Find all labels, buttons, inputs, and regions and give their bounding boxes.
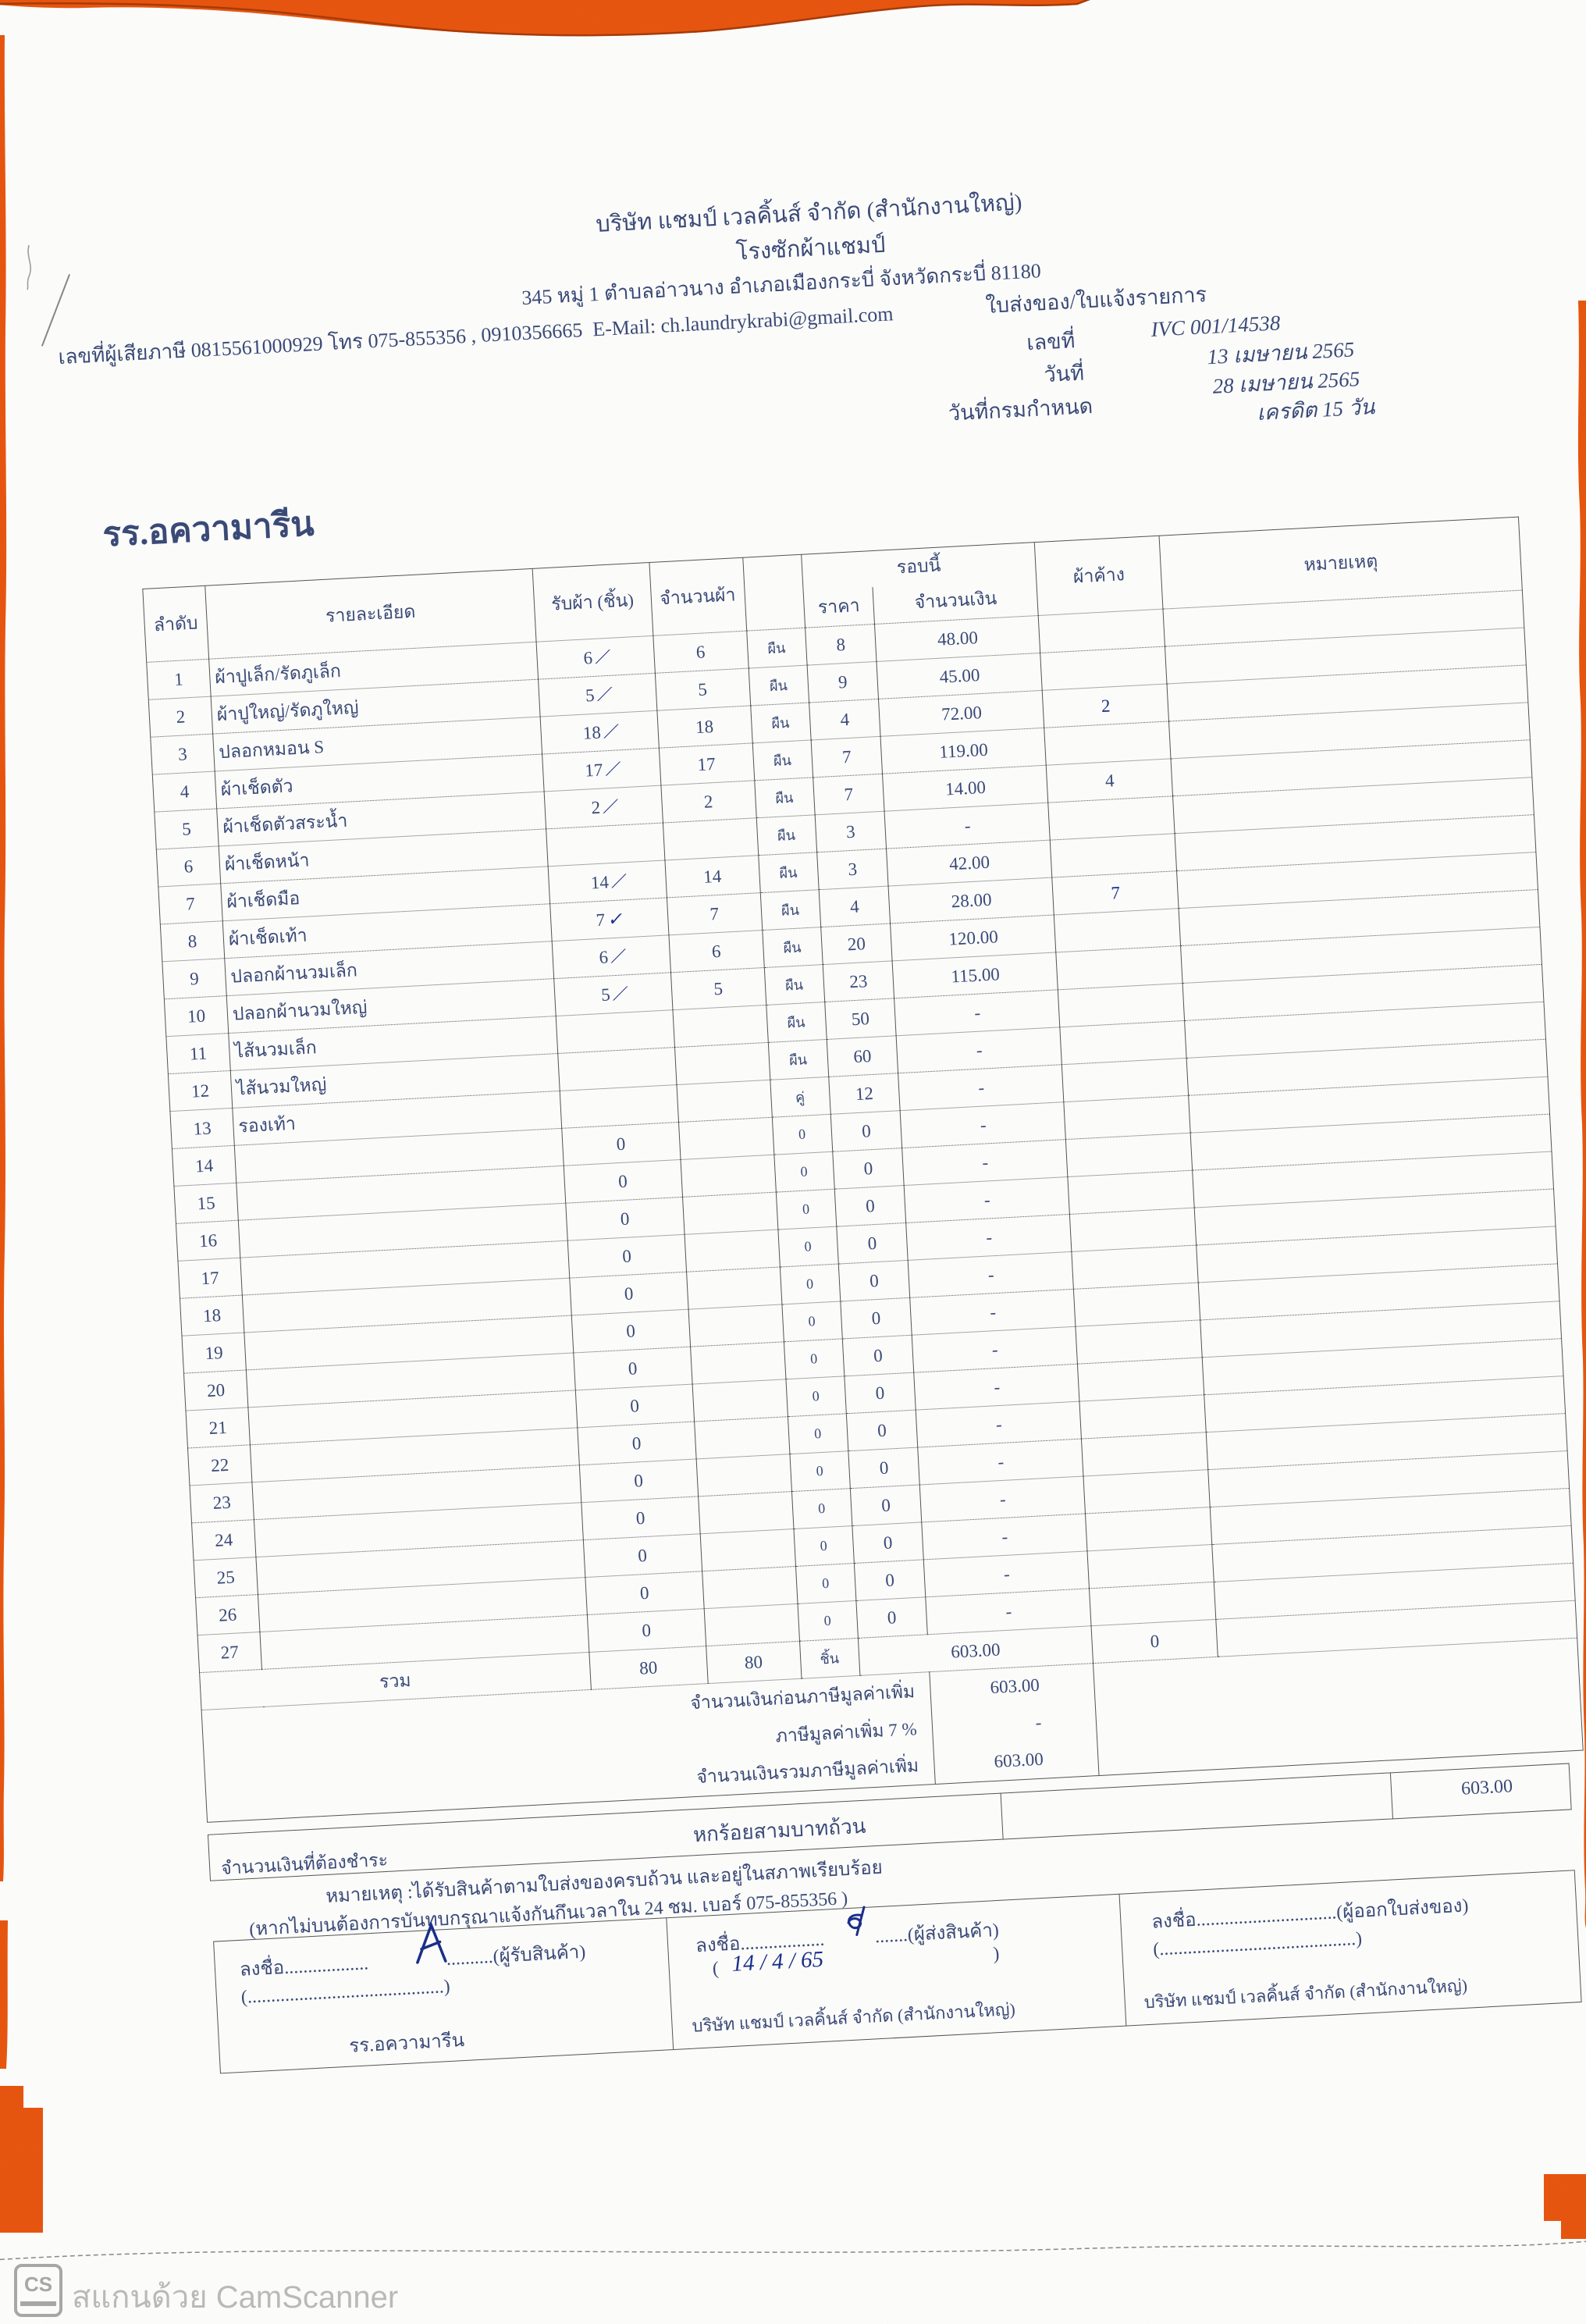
svg-text:CS: CS bbox=[24, 2272, 52, 2296]
